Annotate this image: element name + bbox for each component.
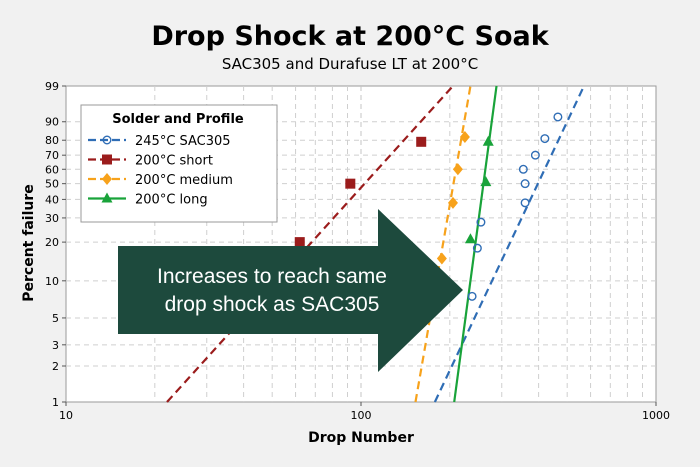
x-tick-label: 100	[351, 409, 372, 422]
data-point-series-0	[472, 243, 482, 253]
data-point-series-1	[345, 178, 356, 189]
y-tick-label: 5	[52, 312, 59, 325]
y-tick-label: 99	[45, 80, 59, 93]
legend-label-2: 200°C medium	[135, 173, 233, 188]
data-point-series-3	[480, 176, 492, 187]
chart-title: Drop Shock at 200°C Soak	[151, 21, 549, 52]
legend-entry-1: 200°C short	[88, 154, 213, 169]
y-tick-label: 1	[52, 396, 59, 409]
data-point-series-0	[518, 164, 528, 174]
data-point-series-0	[553, 112, 563, 122]
legend-title: Solder and Profile	[112, 112, 244, 127]
legend-marker-0	[102, 135, 112, 145]
legend-label-0: 245°C SAC305	[135, 134, 231, 149]
data-point-series-3	[464, 233, 476, 244]
y-tick-label: 60	[45, 163, 59, 176]
legend-box	[80, 104, 278, 223]
data-point-series-0	[467, 291, 477, 301]
legend-label-1: 200°C short	[135, 154, 213, 169]
data-point-series-1	[416, 136, 427, 147]
data-point-series-0	[530, 150, 540, 160]
legend-marker-3	[101, 192, 113, 203]
y-tick-label: 40	[45, 193, 59, 206]
gridlines	[66, 86, 656, 402]
fit-line-series-2	[414, 85, 472, 403]
y-tick-label: 70	[45, 149, 59, 162]
data-point-series-0	[520, 198, 530, 208]
y-tick-label: 90	[45, 116, 59, 129]
arrow-shape	[118, 209, 463, 372]
x-tick-label: 10	[59, 409, 73, 422]
data-point-series-0	[520, 179, 530, 189]
legend-entries: 245°C SAC305 200°C short 200°C medium 200°C…	[88, 134, 233, 208]
data-point-series-2	[447, 196, 458, 209]
data-point-series-0	[476, 217, 486, 227]
legend: Solder and Profile 245°C SAC305 200°C sho…	[80, 104, 278, 223]
fit-line-series-0	[433, 85, 585, 403]
data-point-series-2	[436, 252, 447, 265]
y-axis-label: Percent failure	[21, 184, 37, 302]
annotation-arrow: Increases to reach same drop shock as SA…	[118, 209, 463, 372]
arrow-text-line-1: Increases to reach same	[157, 265, 387, 288]
y-tick-label: 10	[45, 275, 59, 288]
y-tick-label: 50	[45, 178, 59, 191]
data-point-series-3	[482, 135, 494, 146]
data-point-series-2	[459, 130, 470, 143]
arrow-text-line-2: drop shock as SAC305	[165, 293, 380, 316]
legend-entry-3: 200°C long	[88, 192, 208, 208]
legend-marker-1	[102, 154, 112, 165]
data-points	[294, 112, 563, 301]
y-tick-label: 2	[52, 360, 59, 373]
y-tick-label: 80	[45, 134, 59, 147]
fit-line-series-1	[166, 85, 454, 403]
data-point-series-2	[452, 163, 463, 176]
legend-label-3: 200°C long	[135, 193, 208, 208]
legend-marker-2	[102, 173, 112, 185]
chart-subtitle: SAC305 and Durafuse LT at 200°C	[222, 55, 478, 73]
x-tick-label: 1000	[642, 409, 670, 422]
legend-entry-0: 245°C SAC305	[88, 134, 231, 149]
data-point-series-0	[540, 134, 550, 144]
legend-entry-2: 200°C medium	[88, 173, 233, 188]
y-tick-label: 20	[45, 236, 59, 249]
y-tick-label: 3	[52, 339, 59, 352]
data-point-series-1	[294, 237, 305, 248]
y-tick-label: 30	[45, 212, 59, 225]
x-axis-label: Drop Number	[308, 430, 414, 446]
